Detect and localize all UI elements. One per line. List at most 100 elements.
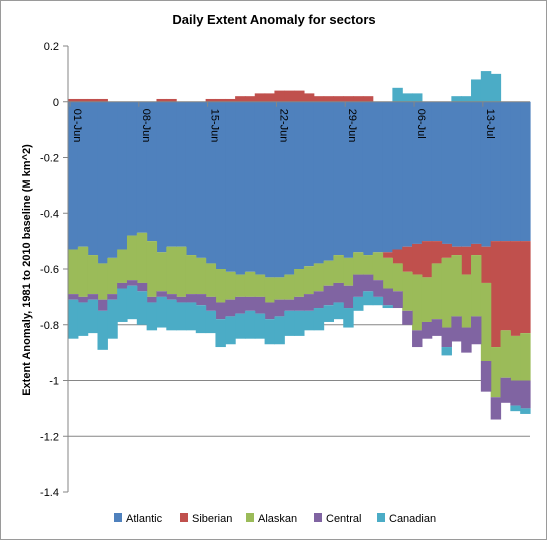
area-segment-atlantic: [107, 101, 118, 258]
area-segment-alaskan: [126, 235, 138, 281]
area-segment-canadian: [343, 308, 354, 328]
area-segment-canadian: [264, 319, 276, 345]
area-segment-alaskan: [451, 255, 462, 317]
area-segment-canadian: [392, 87, 403, 102]
area-segment-atlantic: [471, 101, 482, 244]
area-segment-alaskan: [353, 252, 364, 275]
area-segment-atlantic: [215, 101, 226, 269]
area-segment-siberian: [254, 93, 266, 102]
legend-label-siberian: Siberian: [192, 513, 232, 525]
area-segment-alaskan: [333, 255, 344, 283]
area-segment-canadian: [441, 347, 452, 356]
area-segment-central: [235, 296, 246, 314]
area-segment-alaskan: [412, 274, 423, 331]
area-segment-canadian: [146, 302, 158, 331]
area-segment-central: [520, 380, 531, 409]
area-segment-atlantic: [254, 101, 266, 275]
area-segment-alaskan: [343, 257, 354, 286]
area-segment-siberian: [421, 241, 433, 278]
area-segment-canadian: [195, 305, 207, 334]
area-segment-atlantic: [166, 101, 177, 247]
area-segment-central: [382, 288, 393, 306]
area-segment-alaskan: [166, 246, 177, 295]
legend-label-central: Central: [326, 513, 361, 525]
area-segment-central: [156, 291, 167, 297]
area-segment-canadian: [77, 302, 89, 336]
area-segment-siberian: [87, 98, 99, 102]
area-segment-alaskan: [313, 263, 325, 292]
area-segment-atlantic: [87, 101, 99, 256]
area-segment-central: [421, 321, 433, 339]
area-segment-canadian: [68, 299, 79, 339]
x-tick-label: 22-Jun: [277, 109, 289, 143]
area-segment-canadian: [303, 310, 315, 331]
area-segment-alaskan: [490, 347, 502, 398]
area-segment-central: [510, 380, 521, 406]
area-segment-alaskan: [87, 255, 99, 295]
x-tick-label: 08-Jun: [140, 109, 152, 143]
area-segment-alaskan: [294, 269, 305, 297]
area-segment-siberian: [490, 241, 502, 348]
area-segment-alaskan: [303, 266, 315, 295]
area-segment-siberian: [431, 241, 443, 264]
plot-area: [68, 71, 531, 420]
area-segment-siberian: [303, 93, 315, 102]
y-tick-label: -1.4: [40, 487, 59, 499]
area-segment-central: [303, 294, 315, 311]
area-segment-siberian: [520, 241, 531, 334]
area-segment-central: [412, 330, 423, 348]
area-segment-central: [195, 294, 207, 306]
area-segment-alaskan: [264, 277, 276, 303]
area-segment-canadian: [520, 408, 531, 414]
area-segment-alaskan: [323, 260, 335, 286]
area-segment-alaskan: [107, 257, 118, 295]
area-segment-central: [215, 302, 226, 320]
area-segment-siberian: [294, 90, 305, 102]
area-segment-canadian: [382, 305, 393, 309]
area-segment-atlantic: [343, 101, 354, 258]
area-segment-siberian: [412, 243, 423, 275]
area-segment-canadian: [323, 305, 335, 322]
area-segment-siberian: [225, 98, 236, 102]
area-segment-atlantic: [412, 101, 423, 244]
area-segment-central: [362, 274, 374, 292]
area-segment-alaskan: [117, 249, 128, 283]
area-segment-alaskan: [520, 333, 531, 381]
area-segment-alaskan: [185, 255, 197, 295]
area-segment-atlantic: [136, 101, 148, 233]
area-segment-atlantic: [264, 101, 276, 278]
area-segment-siberian: [500, 241, 511, 331]
area-segment-atlantic: [205, 101, 217, 264]
area-segment-central: [176, 296, 187, 303]
y-tick-label: 0.2: [44, 41, 59, 53]
x-tick-label: 13-Jul: [484, 109, 496, 139]
area-segment-atlantic: [235, 101, 246, 275]
y-tick-label: -0.6: [40, 264, 59, 276]
area-segment-central: [87, 294, 99, 300]
area-segment-canadian: [225, 316, 236, 345]
area-segment-alaskan: [68, 249, 79, 295]
area-segment-atlantic: [500, 101, 511, 242]
area-segment-central: [185, 294, 197, 303]
area-segment-atlantic: [126, 101, 138, 236]
area-segment-canadian: [313, 308, 325, 331]
area-segment-central: [402, 310, 413, 325]
area-segment-canadian: [471, 79, 482, 102]
area-segment-atlantic: [117, 101, 128, 250]
area-segment-atlantic: [490, 101, 502, 242]
area-segment-canadian: [284, 310, 295, 336]
area-segment-atlantic: [176, 101, 187, 247]
area-segment-alaskan: [402, 271, 413, 311]
area-segment-central: [323, 285, 335, 306]
area-segment-atlantic: [392, 101, 403, 250]
legend-swatch-central: [314, 513, 322, 522]
area-segment-canadian: [412, 93, 423, 102]
area-segment-siberian: [471, 243, 482, 256]
area-segment-siberian: [284, 90, 295, 102]
area-segment-siberian: [215, 98, 226, 102]
area-segment-alaskan: [480, 282, 492, 361]
area-segment-central: [146, 296, 158, 303]
area-segment-central: [392, 291, 403, 309]
x-tick-label: 15-Jun: [209, 109, 221, 143]
x-axis-ticks: 01-Jun 08-Jun 15-Jun 22-Jun 29-Jun 06-Jul 13-J…: [69, 101, 496, 143]
